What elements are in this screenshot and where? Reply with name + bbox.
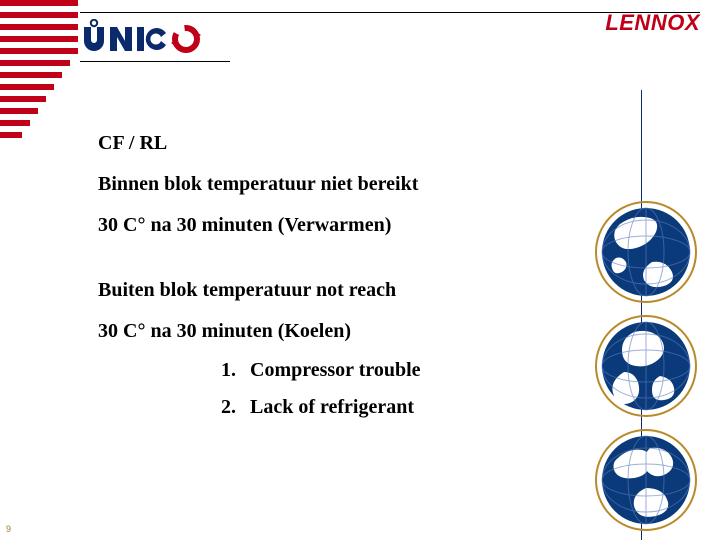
- globe-icon: [594, 428, 698, 532]
- list-number: 2.: [208, 396, 236, 419]
- body-line: Buiten blok temperatuur not reach: [98, 277, 558, 304]
- header-rule-short: [80, 61, 230, 62]
- globe-icon: [594, 200, 698, 304]
- slide-title: CF / RL: [98, 130, 558, 157]
- body-line: 30 C° na 30 minuten (Koelen): [98, 318, 558, 345]
- stripe-decoration: [0, 0, 90, 160]
- globe-icon: [594, 314, 698, 418]
- list-number: 1.: [208, 359, 236, 382]
- lennox-logo: LENNOX: [605, 10, 700, 36]
- slide-body: CF / RL Binnen blok temperatuur niet ber…: [98, 130, 558, 433]
- numbered-list: 1. Compressor trouble 2. Lack of refrige…: [208, 359, 558, 419]
- page-number: 9: [6, 524, 11, 534]
- body-line: 30 C° na 30 minuten (Verwarmen): [98, 212, 558, 239]
- header: LENNOX: [80, 12, 700, 62]
- list-text: Lack of refrigerant: [250, 396, 414, 419]
- globe-stack: [590, 200, 702, 532]
- body-line: Binnen blok temperatuur niet bereikt: [98, 171, 558, 198]
- unico-logo: [80, 19, 230, 55]
- list-text: Compressor trouble: [250, 359, 421, 382]
- list-item: 1. Compressor trouble: [208, 359, 558, 382]
- list-item: 2. Lack of refrigerant: [208, 396, 558, 419]
